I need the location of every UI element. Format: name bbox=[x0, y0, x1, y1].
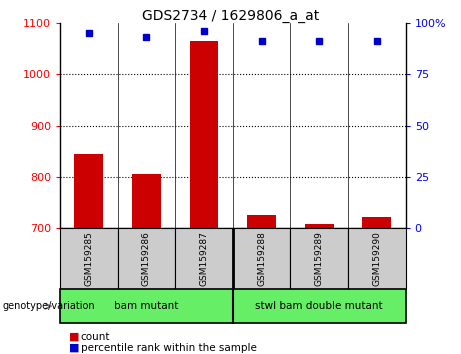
Bar bbox=[60, 228, 118, 289]
Text: GSM159285: GSM159285 bbox=[84, 231, 93, 286]
Text: GSM159286: GSM159286 bbox=[142, 231, 151, 286]
Text: GSM159289: GSM159289 bbox=[315, 231, 324, 286]
Bar bbox=[74, 154, 103, 228]
Text: stwl bam double mutant: stwl bam double mutant bbox=[255, 301, 383, 311]
Text: genotype/variation: genotype/variation bbox=[2, 301, 95, 311]
Text: GDS2734 / 1629806_a_at: GDS2734 / 1629806_a_at bbox=[142, 9, 319, 23]
Text: GSM159287: GSM159287 bbox=[200, 231, 208, 286]
Bar bbox=[189, 41, 219, 228]
Bar bbox=[132, 175, 161, 228]
Text: ■: ■ bbox=[69, 343, 80, 353]
Bar bbox=[118, 228, 175, 289]
Text: bam mutant: bam mutant bbox=[114, 301, 178, 311]
Bar bbox=[233, 289, 406, 323]
Bar bbox=[290, 228, 348, 289]
Bar bbox=[305, 224, 334, 228]
Text: GSM159288: GSM159288 bbox=[257, 231, 266, 286]
Bar bbox=[175, 228, 233, 289]
Text: ■: ■ bbox=[69, 332, 80, 342]
Bar bbox=[60, 289, 233, 323]
Bar bbox=[247, 216, 276, 228]
Text: GSM159290: GSM159290 bbox=[372, 231, 381, 286]
Bar bbox=[348, 228, 406, 289]
Bar bbox=[362, 217, 391, 228]
Text: percentile rank within the sample: percentile rank within the sample bbox=[81, 343, 257, 353]
Text: count: count bbox=[81, 332, 110, 342]
Bar bbox=[233, 228, 290, 289]
